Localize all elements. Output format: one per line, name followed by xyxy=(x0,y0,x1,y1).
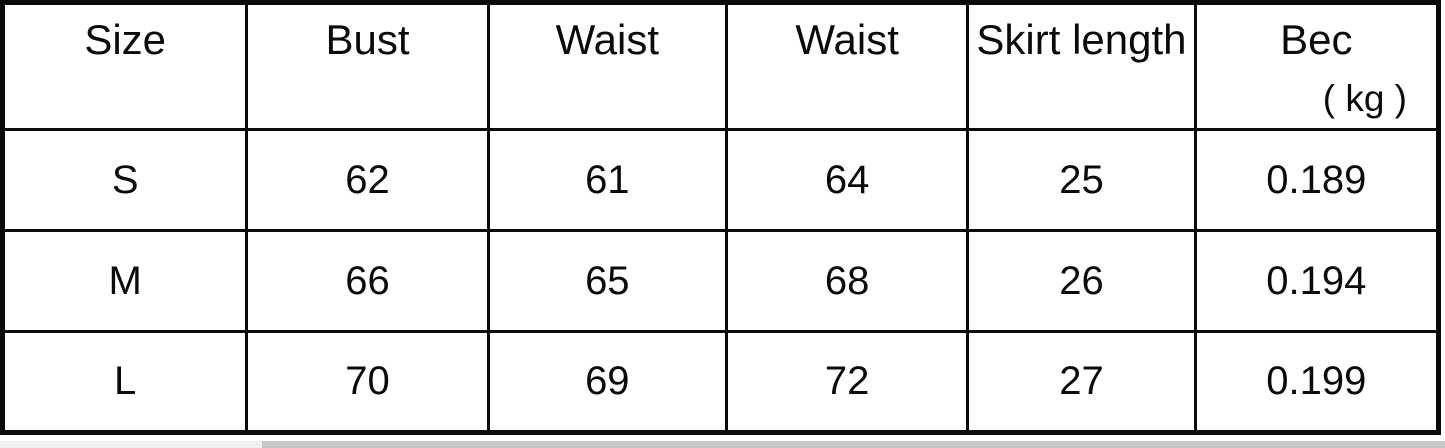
cell-bust: 62 xyxy=(245,128,490,232)
cell-weight: 0.194 xyxy=(1193,229,1441,333)
cell-weight: 0.189 xyxy=(1193,128,1441,232)
cell-size-label: M xyxy=(0,229,249,333)
header-cell-bust: Bust xyxy=(245,1,490,131)
bottom-edge-strip-light xyxy=(0,441,262,448)
cell-skirt-length: 27 xyxy=(966,330,1197,434)
weight-unit-label: ( kg ) xyxy=(1322,78,1407,120)
header-cell-size: Size xyxy=(0,1,249,131)
cell-skirt-length: 26 xyxy=(966,229,1197,333)
header-label: Size xyxy=(84,16,167,63)
table-row-size-s: S 62 61 64 25 0.189 xyxy=(0,128,1441,232)
table-header-row: Size Bust Waist Waist Skirt length Bec (… xyxy=(0,1,1441,131)
header-cell-weight: Bec ( kg ) xyxy=(1193,1,1441,131)
header-label: Waist xyxy=(795,16,899,63)
cell-bust: 66 xyxy=(245,229,490,333)
cell-waist-1: 65 xyxy=(486,229,728,333)
header-label: Skirt length xyxy=(976,16,1187,63)
header-cell-waist-1: Waist xyxy=(486,1,728,131)
header-label: Bust xyxy=(325,16,410,63)
cell-waist-2: 64 xyxy=(724,128,970,232)
header-cell-skirt-length: Skirt length xyxy=(966,1,1197,131)
cell-weight: 0.199 xyxy=(1193,330,1441,434)
cell-waist-1: 61 xyxy=(486,128,728,232)
cell-waist-2: 68 xyxy=(724,229,970,333)
bottom-edge-strip-dark xyxy=(262,441,1445,448)
cell-size-label: S xyxy=(0,128,249,232)
table-row-size-m: M 66 65 68 26 0.194 xyxy=(0,229,1441,333)
header-label: Bec xyxy=(1280,16,1353,63)
cell-skirt-length: 25 xyxy=(966,128,1197,232)
cell-waist-2: 72 xyxy=(724,330,970,434)
cell-waist-1: 69 xyxy=(486,330,728,434)
size-chart-table: Size Bust Waist Waist Skirt length Bec (… xyxy=(0,0,1441,435)
header-label: Waist xyxy=(555,16,660,63)
header-cell-waist-2: Waist xyxy=(724,1,970,131)
cell-size-label: L xyxy=(0,330,249,434)
cell-bust: 70 xyxy=(245,330,490,434)
table-row-size-l: L 70 69 72 27 0.199 xyxy=(0,330,1441,434)
